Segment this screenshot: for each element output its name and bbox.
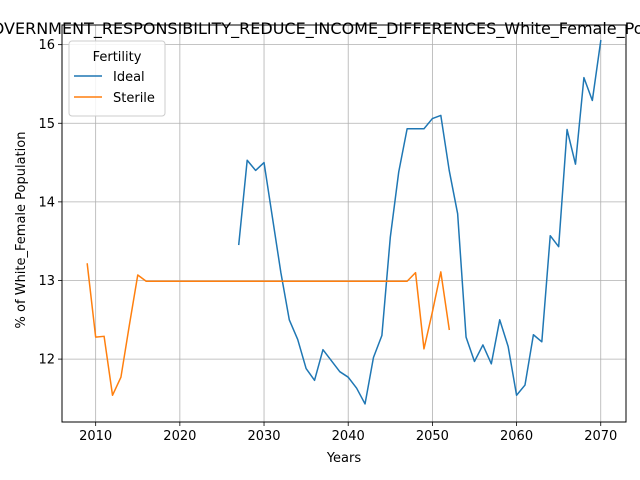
y-tick-label: 12 — [38, 353, 55, 368]
x-tick-label: 2050 — [416, 429, 449, 444]
x-tick-label: 2020 — [163, 429, 196, 444]
y-tick-label: 14 — [38, 195, 55, 210]
x-tick-label: 2030 — [247, 429, 280, 444]
x-tick-label: 2070 — [584, 429, 617, 444]
y-tick-label: 15 — [38, 117, 55, 132]
legend: Fertility Ideal Sterile — [68, 40, 166, 117]
y-axis-label: % of White_Female Population — [14, 132, 29, 329]
x-tick-label: 2010 — [79, 429, 112, 444]
x-tick-label: 2040 — [332, 429, 365, 444]
plot-frame — [61, 24, 627, 423]
x-tick-label: 2060 — [500, 429, 533, 444]
x-axis-label: Years — [326, 451, 362, 466]
legend-title: Fertility — [93, 50, 142, 65]
y-axis-ticks: 12 13 14 15 16 — [38, 38, 62, 368]
series-line-sterile — [86, 263, 451, 397]
x-axis-ticks: 2010 2020 2030 2040 2050 2060 2070 — [79, 422, 617, 444]
chart-title: GOVERNMENT_RESPONSIBILITY_REDUCE_INCOME_… — [0, 19, 640, 39]
y-tick-label: 13 — [38, 274, 55, 289]
y-tick-label: 16 — [38, 38, 55, 53]
series-line-ideal — [237, 39, 602, 405]
grid — [62, 25, 626, 422]
legend-label-ideal: Ideal — [113, 70, 145, 85]
series-lines — [86, 39, 602, 405]
legend-label-sterile: Sterile — [113, 91, 155, 106]
